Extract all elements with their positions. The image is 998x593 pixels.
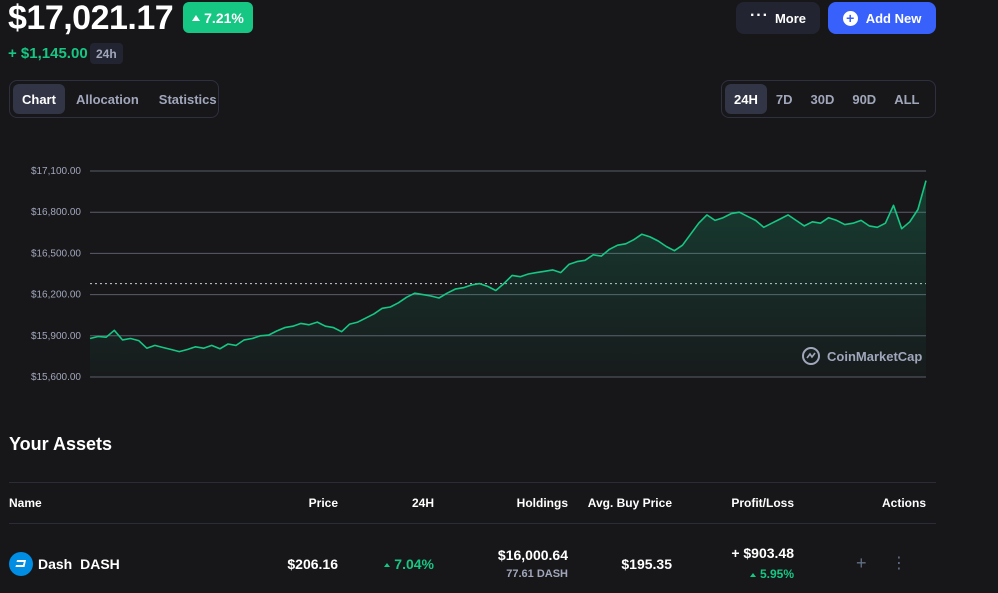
y-tick-label: $17,100.00 bbox=[31, 166, 81, 177]
y-tick-label: $15,900.00 bbox=[31, 331, 81, 342]
asset-symbol: DASH bbox=[80, 556, 120, 572]
chart-series-line bbox=[89, 180, 927, 353]
portfolio-balance: $17,021.17 bbox=[8, 0, 174, 37]
change-absolute: + $1,145.00 bbox=[8, 45, 88, 62]
asset-change-24h-value: 7.04% bbox=[394, 556, 434, 572]
change-percent-badge: 7.21% bbox=[183, 2, 253, 33]
add-new-button-label: Add New bbox=[865, 10, 922, 26]
column-header-price[interactable]: Price bbox=[308, 496, 338, 510]
more-actions-icon[interactable]: ⋮ bbox=[891, 555, 907, 572]
period-tag: 24h bbox=[90, 43, 123, 64]
portfolio-chart[interactable]: $17,100.00 $16,800.00 $16,500.00 $16,200.00… bbox=[0, 150, 998, 390]
more-button-label: More bbox=[774, 10, 807, 26]
chart-area-fill bbox=[90, 180, 926, 377]
caret-up-icon bbox=[192, 14, 201, 21]
y-axis-ticks: $17,100.00 $16,800.00 $16,500.00 $16,200.00… bbox=[31, 166, 81, 383]
asset-profit-loss-percent: 5.95% bbox=[674, 567, 794, 581]
dash-logo-mark bbox=[15, 560, 26, 567]
y-tick-label: $16,500.00 bbox=[31, 248, 81, 259]
asset-avg-buy-price: $195.35 bbox=[621, 556, 672, 572]
table-divider-top bbox=[9, 482, 936, 483]
range-tabs: 24H 7D 30D 90D ALL bbox=[721, 80, 936, 118]
range-30d[interactable]: 30D bbox=[810, 91, 835, 107]
asset-change-24h: 7.04% bbox=[354, 556, 434, 572]
asset-holdings-amount: 77.61 DASH bbox=[506, 568, 568, 580]
column-header-name[interactable]: Name bbox=[9, 496, 42, 510]
column-header-actions: Actions bbox=[881, 496, 926, 510]
y-tick-label: $16,800.00 bbox=[31, 207, 81, 218]
y-tick-label: $16,200.00 bbox=[31, 290, 81, 301]
tab-allocation[interactable]: Allocation bbox=[75, 91, 139, 107]
add-transaction-icon[interactable]: + bbox=[856, 553, 867, 573]
asset-holdings-value: $16,000.64 bbox=[497, 547, 568, 563]
range-24h[interactable]: 24H bbox=[725, 84, 767, 114]
y-tick-label: $15,600.00 bbox=[31, 372, 81, 383]
change-percent-value: 7.21% bbox=[204, 9, 244, 26]
asset-name-label: Dash bbox=[38, 556, 73, 572]
column-header-holdings[interactable]: Holdings bbox=[516, 496, 568, 510]
tab-chart[interactable]: Chart bbox=[13, 84, 65, 114]
column-header-24h[interactable]: 24H bbox=[411, 496, 434, 510]
asset-name[interactable]: Dash DASH bbox=[38, 556, 120, 572]
coinmarketcap-logo-icon bbox=[802, 347, 820, 365]
asset-price: $206.16 bbox=[287, 556, 338, 572]
coinmarketcap-watermark: CoinMarketCap bbox=[802, 347, 922, 365]
plus-circle-icon: + bbox=[842, 10, 858, 26]
column-header-avg-buy-price[interactable]: Avg. Buy Price bbox=[587, 496, 672, 510]
caret-up-icon bbox=[749, 572, 756, 577]
more-button[interactable]: ··· More bbox=[736, 2, 820, 34]
tab-statistics[interactable]: Statistics bbox=[158, 91, 217, 107]
range-7d[interactable]: 7D bbox=[775, 91, 793, 107]
table-divider-header bbox=[9, 523, 936, 524]
coinmarketcap-logo-mark bbox=[806, 352, 816, 359]
column-header-profit-loss[interactable]: Profit/Loss bbox=[731, 496, 794, 510]
assets-title: Your Assets bbox=[9, 434, 113, 454]
range-all[interactable]: ALL bbox=[894, 91, 920, 107]
range-90d[interactable]: 90D bbox=[852, 91, 877, 107]
coinmarketcap-watermark-text: CoinMarketCap bbox=[827, 349, 922, 364]
dash-coin-icon bbox=[9, 552, 33, 576]
more-dots-icon: ··· bbox=[749, 7, 769, 24]
caret-up-icon bbox=[384, 563, 391, 568]
add-new-button[interactable]: + Add New bbox=[828, 2, 936, 34]
asset-profit-loss: + $903.48 bbox=[731, 545, 794, 561]
view-tabs: Chart Allocation Statistics bbox=[9, 80, 219, 118]
asset-profit-loss-percent-value: 5.95% bbox=[759, 567, 794, 581]
